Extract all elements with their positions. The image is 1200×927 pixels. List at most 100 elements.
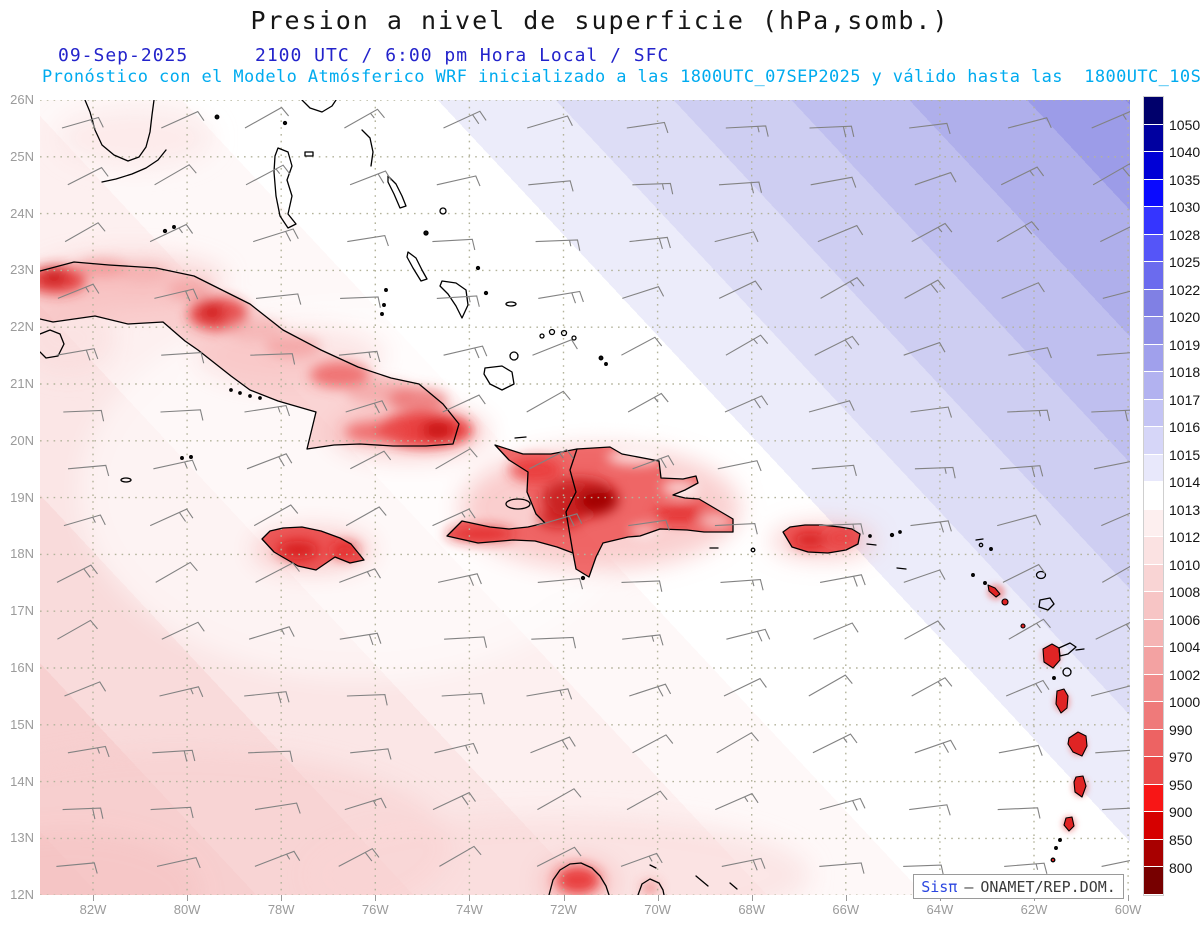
wind-barb (527, 115, 573, 129)
colorbar-label: 1019 (1169, 336, 1200, 353)
wind-barb (910, 406, 953, 418)
wind-barb (537, 578, 584, 590)
island-montserrat (1020, 623, 1026, 629)
wind-barb (156, 857, 201, 869)
island-bonaire (729, 882, 738, 890)
wind-barb (347, 234, 389, 247)
colorbar-segment (1144, 537, 1163, 564)
colorbar-segment (1144, 867, 1163, 894)
longitude-axis: 82W 80W 78W 76W 74W 72W 70W 68W 66W 64W 62W 60W (40, 895, 1141, 919)
island-berry (282, 120, 288, 126)
wind-barb (57, 619, 98, 640)
island-caicos-2 (548, 328, 556, 336)
wind-barb (152, 749, 196, 762)
island-anguilla (975, 538, 984, 541)
wind-barb (716, 732, 759, 754)
wind-barb (714, 523, 758, 535)
wind-barb (535, 239, 581, 251)
island-ragged-3 (380, 312, 384, 316)
wind-barb (627, 392, 669, 413)
colorbar-segment (1144, 234, 1163, 262)
wind-barb (159, 686, 204, 698)
wind-barb (903, 341, 946, 356)
wind-barb (1092, 163, 1130, 186)
island-st-vincent (1063, 816, 1075, 832)
lat-label: 14N (10, 773, 34, 789)
wind-barb (67, 166, 109, 186)
colorbar-label: 900 (1169, 804, 1193, 821)
island-caicos-4 (571, 335, 577, 341)
island-st-thomas (889, 532, 895, 538)
colorbar-segment (1144, 812, 1163, 839)
colorbar-label: 1018 (1169, 364, 1200, 381)
wind-barb (149, 223, 194, 243)
wind-barb (350, 748, 392, 760)
wind-barb (621, 336, 663, 356)
terrain-pressure-blobs (40, 259, 852, 894)
wind-barb (244, 404, 291, 417)
wind-barb (253, 504, 299, 527)
island-little-inagua (509, 351, 519, 361)
wind-barb (1091, 111, 1130, 129)
wind-barb (339, 568, 381, 583)
wind-barb (819, 797, 866, 811)
wind-barb (150, 806, 194, 819)
colorbar-label: 1015 (1169, 446, 1200, 463)
wind-barb (1008, 618, 1051, 640)
wind-barb (723, 677, 767, 697)
island-grand-cayman (120, 477, 132, 483)
wind-barb (63, 514, 106, 527)
wind-barb (526, 390, 571, 413)
lat-label: 24N (10, 205, 34, 221)
wind-barb (1102, 807, 1130, 811)
wind-barb (443, 345, 488, 359)
wind-barb (820, 276, 865, 299)
lat-label: 15N (10, 716, 34, 732)
island-ragged-1 (384, 288, 388, 292)
island-plana-cays (483, 290, 489, 296)
wind-barb (154, 288, 199, 302)
island-marie-galante (1062, 667, 1072, 677)
island-caicos-1 (539, 333, 545, 339)
colorbar-segments (1143, 96, 1164, 896)
colorbar-segment (1144, 179, 1163, 207)
wind-barb (820, 574, 866, 587)
wind-barb (813, 622, 859, 640)
lat-label: 25N (10, 148, 34, 164)
map-canvas (40, 100, 1130, 895)
colorbar-label: 1002 (1169, 666, 1200, 683)
colorbar-label: 1004 (1169, 639, 1200, 656)
island-gonave (505, 498, 531, 510)
lon-label: 72W (550, 902, 577, 917)
wind-barb (812, 733, 858, 754)
island-jardines-1 (229, 388, 233, 392)
island-jardines-2 (238, 391, 242, 395)
wind-barb (814, 335, 860, 356)
wind-barb (725, 334, 769, 356)
wind-barb (717, 460, 762, 472)
colorbar-segment (1144, 289, 1163, 317)
colorbar-segment (1144, 482, 1163, 509)
wind-barb (432, 238, 476, 251)
wind-barb (248, 626, 295, 640)
island-guadeloupe-east (1058, 642, 1077, 657)
wind-barb (154, 164, 197, 186)
wind-barb (1002, 563, 1046, 583)
latitude-axis: 26N 25N 24N 23N 22N 21N 20N 19N 18N 17N 16N 15N 14N 1… (0, 93, 36, 902)
colorbar-segment (1144, 262, 1163, 289)
wind-barb (622, 286, 665, 299)
wind-barb (56, 348, 99, 361)
wind-barb (1095, 621, 1130, 640)
wind-barb (349, 170, 392, 186)
wind-barb (1101, 512, 1130, 527)
island-desirade (1075, 648, 1085, 651)
wind-barb (340, 296, 381, 308)
wind-barb (439, 845, 482, 867)
wind-barb (914, 466, 956, 479)
wind-barb (56, 862, 98, 874)
island-st-barth (989, 547, 993, 551)
colorbar-segment (1144, 619, 1163, 647)
wind-barb (338, 847, 380, 867)
wind-barb (914, 171, 957, 186)
